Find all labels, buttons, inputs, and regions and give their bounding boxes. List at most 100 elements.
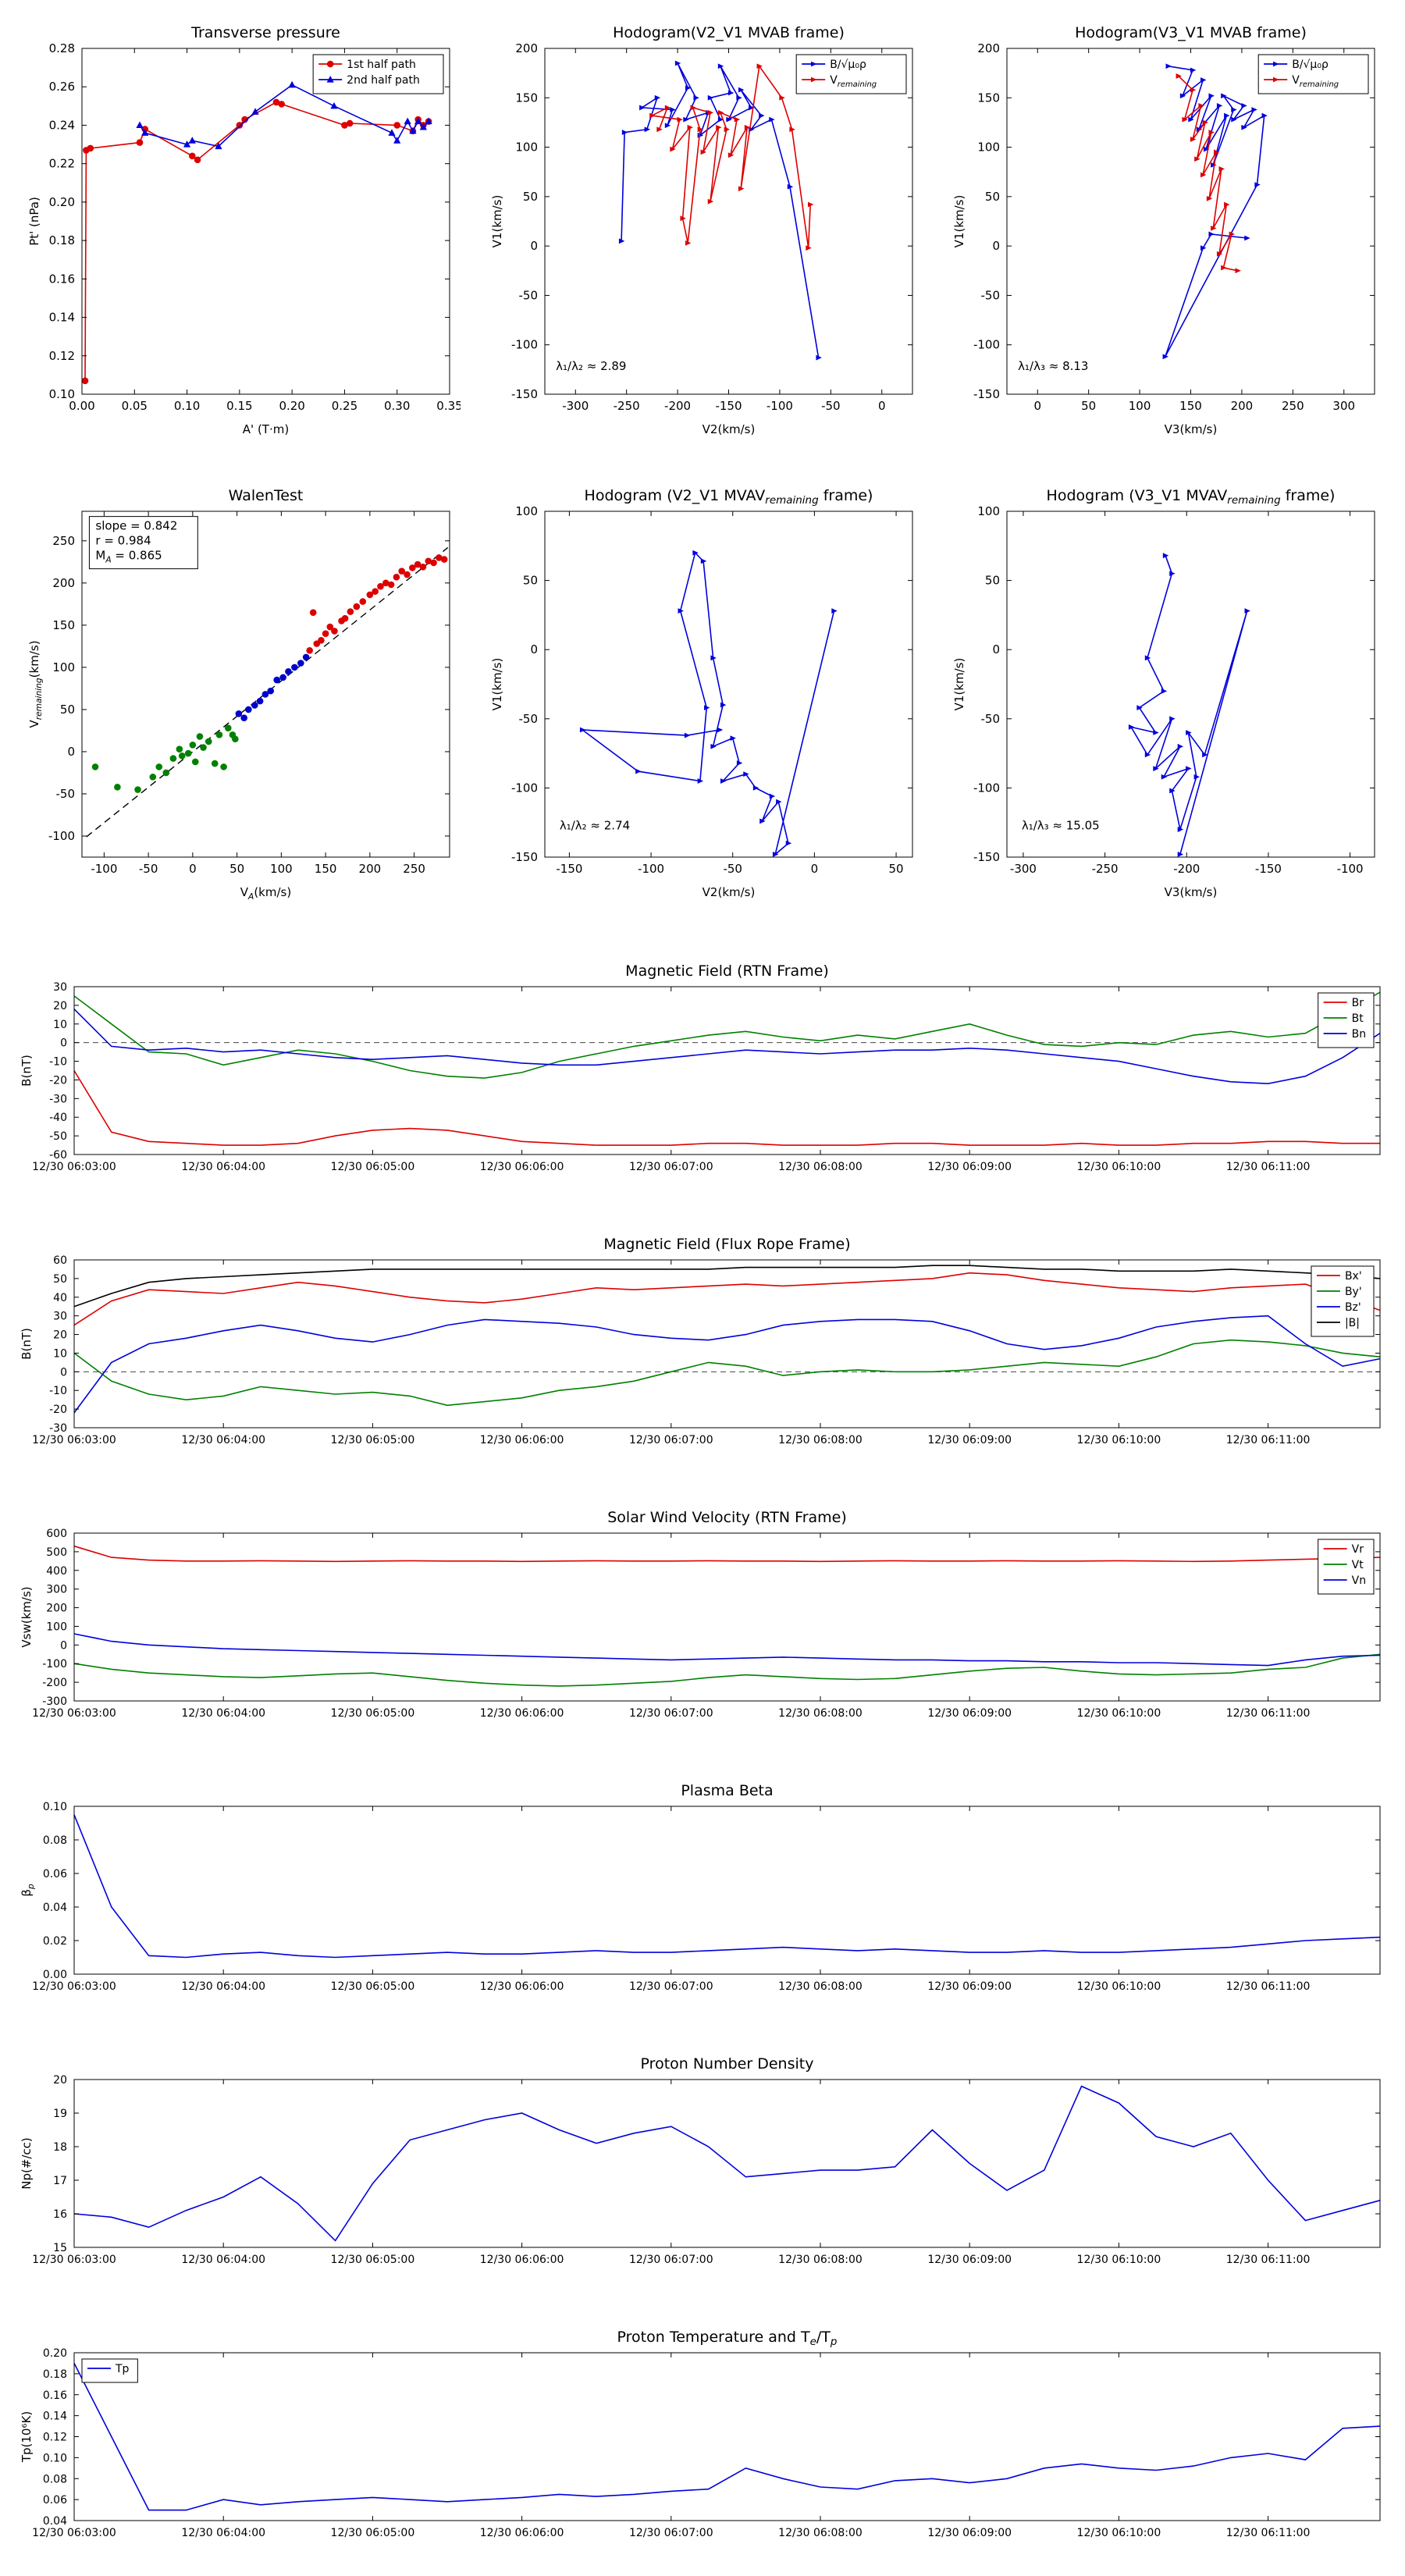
legend-label: Vremaining xyxy=(1292,74,1339,89)
y-tick-label: 0.18 xyxy=(49,233,75,247)
x-tick-label: 12/30 06:10:00 xyxy=(1077,1161,1161,1173)
x-tick-label: 12/30 06:08:00 xyxy=(778,1980,863,1993)
x-tick-label: 12/30 06:05:00 xyxy=(331,2527,415,2539)
legend-label: 1st half path xyxy=(347,59,416,71)
reference-line xyxy=(86,546,449,838)
plasma-beta-svg: 12/30 06:03:00 12/30 06:04:00 12/30 06:05:… xyxy=(20,1782,1381,1993)
x-tick-label: 12/30 06:03:00 xyxy=(32,2254,116,2266)
x-tick-label: 12/30 06:03:00 xyxy=(32,1161,116,1173)
x-tick-label: -300 xyxy=(562,399,589,413)
walen-test-svg: -100 -50 0 50 100 150 200 250 -100 -50 0 50 100 150 20… xyxy=(27,487,450,902)
x-tick-label: 0.15 xyxy=(226,399,252,413)
x-tick-label: 12/30 06:11:00 xyxy=(1226,2254,1311,2266)
x-tick-label: 12/30 06:09:00 xyxy=(927,1707,1012,1720)
x-axis-label: V2(km/s) xyxy=(702,885,755,899)
y-tick-label: 300 xyxy=(46,1584,67,1596)
y-tick-label: 0 xyxy=(992,239,1000,253)
y-tick-label: 0 xyxy=(530,642,538,656)
x-tick-label: 12/30 06:08:00 xyxy=(778,1161,863,1173)
x-axis-label: V2(km/s) xyxy=(702,422,755,436)
series-Bx xyxy=(73,1272,1381,1326)
legend-box xyxy=(795,54,907,94)
y-tick-label: -100 xyxy=(973,338,1000,352)
x-tick-label: -100 xyxy=(638,862,664,876)
y-tick-label: 100 xyxy=(515,141,538,155)
y-tick-label: 30 xyxy=(53,1311,67,1323)
y-tick-label: -60 xyxy=(49,1149,67,1162)
y-axis-label: V1(km/s) xyxy=(952,195,966,248)
axes-frame xyxy=(81,511,450,858)
legend-label: Tp xyxy=(115,2363,130,2375)
x-tick-label: 12/30 06:03:00 xyxy=(32,2527,116,2539)
y-tick-label: 0 xyxy=(992,642,1000,656)
x-tick-label: 12/30 06:10:00 xyxy=(1077,2527,1161,2539)
y-tick-label: 0.12 xyxy=(49,349,75,363)
x-tick-label: 12/30 06:07:00 xyxy=(629,2254,713,2266)
y-tick-label: 50 xyxy=(985,574,1000,588)
chart-hodogram-v2v1-mvab: -300 -250 -200 -150 -100 -50 0 -150 -100 -50 0 50 10… xyxy=(482,17,923,443)
hodogram-v3v1-mvab-svg: 0 50 100 150 200 250 300 -150 -100 -50 0 50 100 150 20… xyxy=(952,24,1375,436)
series-V-path xyxy=(1129,555,1248,855)
y-tick-label: 0.06 xyxy=(43,1868,67,1880)
x-tick-label: 250 xyxy=(1282,399,1304,413)
x-tick-label: 12/30 06:09:00 xyxy=(927,1434,1012,1446)
y-tick-label: 0.08 xyxy=(43,1834,67,1847)
axes-frame xyxy=(73,1259,1381,1429)
x-tick-label: 12/30 06:06:00 xyxy=(480,2254,564,2266)
x-tick-label: -250 xyxy=(1092,862,1119,876)
x-tick-label: 12/30 06:04:00 xyxy=(181,1161,265,1173)
x-axis-label: VA(km/s) xyxy=(240,885,291,902)
y-tick-label: 50 xyxy=(53,1273,67,1286)
chart-title: Magnetic Field (RTN Frame) xyxy=(625,962,829,980)
y-tick-label: -200 xyxy=(42,1677,67,1689)
chart-title: Hodogram(V2_V1 MVAB frame) xyxy=(613,24,845,41)
chart-title: Hodogram(V3_V1 MVAB frame) xyxy=(1075,24,1307,41)
x-tick-label: -100 xyxy=(766,399,792,413)
axes-frame xyxy=(81,48,450,395)
y-axis-label: βp xyxy=(20,1884,36,1897)
chart-magnetic-field-rtn: 12/30 06:03:00 12/30 06:04:00 12/30 06:05:… xyxy=(8,960,1397,1190)
y-tick-label: 0.10 xyxy=(43,1801,67,1813)
annotation-line: MA = 0.865 xyxy=(95,549,162,565)
y-tick-label: -20 xyxy=(49,1404,67,1416)
y-tick-label: 0.22 xyxy=(49,157,75,171)
y-tick-label: 0.10 xyxy=(43,2452,67,2464)
y-tick-label: 150 xyxy=(515,91,538,105)
series-Vn xyxy=(73,1633,1381,1667)
y-tick-label: 0.20 xyxy=(43,2347,67,2360)
y-tick-label: 20 xyxy=(53,1000,67,1012)
y-tick-label: -50 xyxy=(518,712,538,726)
series-Bz xyxy=(73,1315,1381,1414)
x-axis-label: A' (T·m) xyxy=(243,422,289,436)
x-tick-label: 100 xyxy=(1129,399,1151,413)
series-Vr xyxy=(73,1545,1381,1563)
y-tick-label: -100 xyxy=(48,829,75,843)
y-tick-label: -50 xyxy=(981,712,1001,726)
y-axis-label: Pt' (nPa) xyxy=(27,197,41,246)
y-tick-label: 0.28 xyxy=(49,41,75,55)
y-tick-label: 0 xyxy=(530,239,538,253)
annotation-text: λ₁/λ₃ ≈ 15.05 xyxy=(1022,819,1100,833)
y-tick-label: 18 xyxy=(53,2141,67,2154)
x-tick-label: -200 xyxy=(1173,862,1200,876)
y-tick-label: 10 xyxy=(53,1019,67,1031)
legend-label: Vremaining xyxy=(830,74,877,89)
chart-walen-test: -100 -50 0 50 100 150 200 250 -100 -50 0 50 100 150 20… xyxy=(20,480,461,906)
y-tick-label: 50 xyxy=(60,703,75,717)
chart-title: Proton Temperature and Te/Tp xyxy=(617,2329,838,2348)
x-tick-label: 12/30 06:07:00 xyxy=(629,1161,713,1173)
axes-frame xyxy=(73,1806,1381,1975)
x-tick-label: 0 xyxy=(189,862,197,876)
y-tick-label: -50 xyxy=(518,288,538,302)
x-tick-label: 200 xyxy=(1231,399,1254,413)
x-tick-label: 12/30 06:07:00 xyxy=(629,1980,713,1993)
axes-frame xyxy=(73,1532,1381,1702)
x-tick-label: 200 xyxy=(359,862,382,876)
x-tick-label: -300 xyxy=(1010,862,1037,876)
y-tick-label: 20 xyxy=(53,2074,67,2087)
y-axis-label: Tp(10⁶K) xyxy=(20,2411,34,2463)
y-axis-label: B(nT) xyxy=(20,1328,34,1360)
hodogram-row-2: -100 -50 0 50 100 150 200 250 -100 -50 0 50 100 150 20… xyxy=(20,480,1385,906)
y-tick-label: -50 xyxy=(981,288,1001,302)
x-tick-label: -250 xyxy=(613,399,639,413)
